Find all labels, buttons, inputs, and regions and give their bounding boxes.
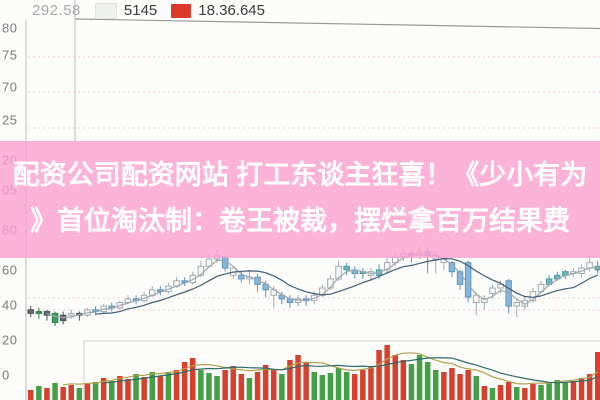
price-ma-lines xyxy=(46,252,599,319)
y-axis-tick-label: 25 xyxy=(2,112,18,128)
price-value: 292.58 xyxy=(32,2,81,19)
legend-value-1: 5145 xyxy=(123,2,158,19)
volume-ma-lines xyxy=(63,352,599,386)
legend-item-1: 5145 xyxy=(94,2,158,19)
y-axis-tick-label: 75 xyxy=(2,47,18,63)
legend-value-2: 18.36.645 xyxy=(198,2,265,19)
candlestick-series xyxy=(27,246,600,327)
y-axis-tick-label: 20 xyxy=(2,332,18,348)
volume-bars xyxy=(28,345,600,400)
y-axis-tick-label: 40 xyxy=(2,297,18,313)
y-axis-tick-label: 80 xyxy=(2,20,18,36)
red-swatch-icon xyxy=(171,3,192,18)
y-axis-tick-label: 0 xyxy=(2,367,10,383)
headline-line-2: 》首位淘汰制：卷王被裁，摆烂拿百万结果费 xyxy=(30,206,570,236)
y-axis-tick-label: 60 xyxy=(2,262,18,278)
light-gray-swatch-icon xyxy=(94,2,117,19)
headline-line-1: 配资公司配资网站 打工东谈主狂喜！《少小有为 xyxy=(12,160,588,190)
legend-item-2: 18.36.645 xyxy=(171,2,265,19)
headline-banner: 配资公司配资网站 打工东谈主狂喜！《少小有为 》首位淘汰制：卷王被裁，摆烂拿百万… xyxy=(0,141,600,258)
y-axis-tick-label: 70 xyxy=(2,79,18,95)
chart-header-legend: 292.58 5145 18.36.645 xyxy=(32,2,265,19)
